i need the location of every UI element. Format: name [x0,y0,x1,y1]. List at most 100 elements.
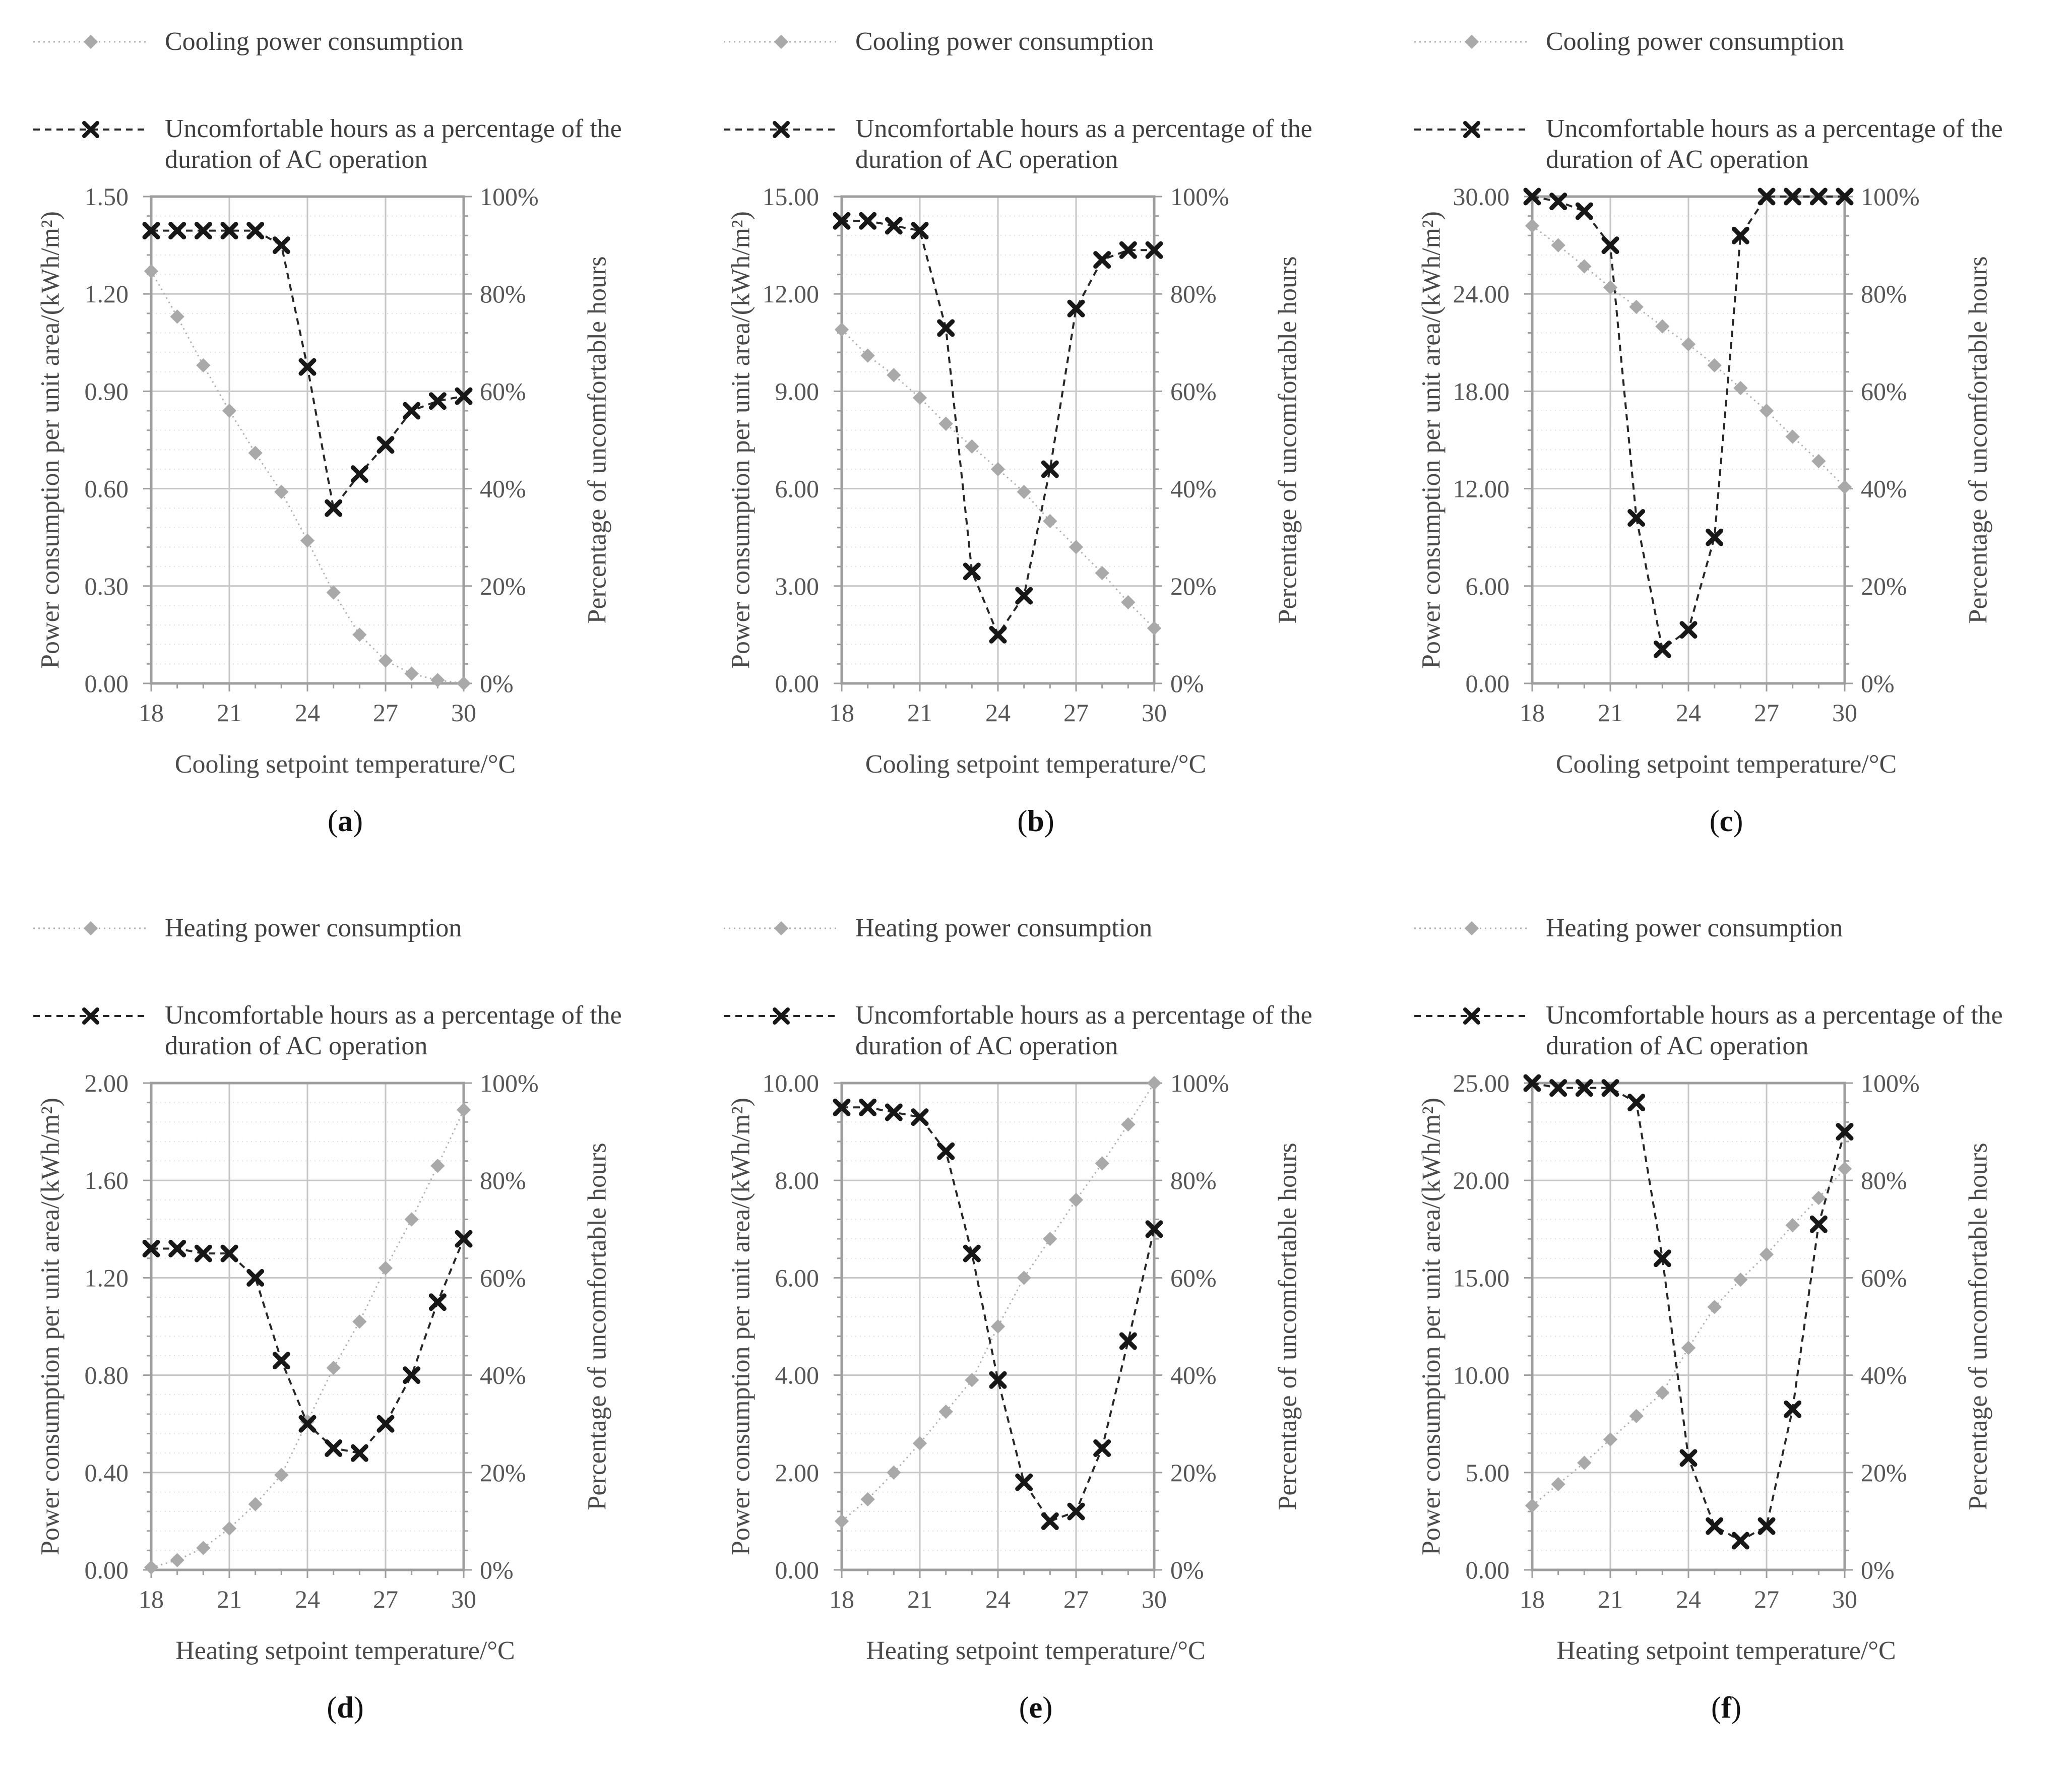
svg-text:2.00: 2.00 [775,1459,820,1487]
svg-text:0.00: 0.00 [85,669,129,698]
svg-text:80%: 80% [1861,1166,1907,1194]
svg-text:0.40: 0.40 [85,1459,129,1487]
left-axis-title: Power consumption per unit area/(kWh/m²) [36,1097,65,1556]
svg-text:27: 27 [1063,699,1089,727]
svg-text:60%: 60% [1861,1263,1907,1292]
svg-text:60%: 60% [480,377,526,405]
svg-text:30: 30 [451,1585,476,1613]
svg-text:100%: 100% [1170,182,1229,211]
svg-text:100%: 100% [1170,1069,1229,1097]
svg-text:100%: 100% [480,1069,539,1097]
svg-text:27: 27 [1063,1585,1089,1613]
legend-power-label: Heating power consumption [855,913,1153,942]
x-axis-title: Heating setpoint temperature/°C [1556,1636,1896,1665]
right-axis-title: Percentage of uncomfortable hours [1273,1143,1302,1510]
svg-text:60%: 60% [1170,377,1217,405]
svg-text:27: 27 [373,1585,398,1613]
diamond-series-marker-icon [1414,921,1529,936]
svg-text:0%: 0% [480,669,514,698]
legend-entry-power: Heating power consumption [1412,913,2057,944]
svg-text:0.60: 0.60 [85,475,129,503]
panel-label-c: c [1381,804,2071,839]
svg-text:2.00: 2.00 [85,1069,129,1097]
svg-text:20%: 20% [1170,572,1217,600]
plot-area-e: 0.00 0% 2.00 20% 4.00 40% 6.00 60% 8.00 80% 10.00 1… [763,1069,1229,1613]
svg-text:30.00: 30.00 [1453,182,1510,211]
svg-text:6.00: 6.00 [775,475,820,503]
svg-text:21: 21 [1598,699,1623,727]
svg-text:24: 24 [295,1585,320,1613]
legend-entry-pct: Uncomfortable hours as a percentage of t… [31,114,676,175]
svg-text:20%: 20% [1861,572,1907,600]
svg-text:0.90: 0.90 [85,377,129,405]
x-axis-title: Heating setpoint temperature/°C [175,1636,515,1665]
svg-text:8.00: 8.00 [775,1166,820,1194]
svg-text:0%: 0% [1170,1556,1204,1584]
svg-text:10.00: 10.00 [763,1069,820,1097]
x-axis-title: Cooling setpoint temperature/°C [865,750,1207,779]
svg-text:6.00: 6.00 [1466,572,1510,600]
svg-text:12.00: 12.00 [763,280,820,308]
svg-text:18: 18 [829,1585,854,1613]
panel-label-f: f [1381,1690,2071,1725]
svg-text:24: 24 [1676,699,1701,727]
plot-area-b: 0.00 0% 3.00 20% 6.00 40% 9.00 60% 12.00 80% 15.00… [763,182,1229,727]
x-series-marker-icon [1414,121,1529,138]
svg-text:0%: 0% [1170,669,1204,698]
legend-entry-power: Cooling power consumption [1412,26,2057,57]
panel-label-b: b [690,804,1381,839]
svg-text:24.00: 24.00 [1453,280,1510,308]
svg-text:5.00: 5.00 [1466,1459,1510,1487]
panel-label-d: d [0,1690,690,1725]
svg-text:18: 18 [139,1585,164,1613]
panel-label-e: e [690,1690,1381,1725]
svg-text:6.00: 6.00 [775,1263,820,1292]
left-axis-title: Power consumption per unit area/(kWh/m²) [1417,1097,1446,1556]
chart-panel-c: Cooling power consumption Uncomfortable … [1381,0,2071,886]
legend-entry-pct: Uncomfortable hours as a percentage of t… [722,114,1367,175]
legend-power-label: Heating power consumption [165,913,462,942]
svg-text:18: 18 [829,699,854,727]
plot-area-d: 0.00 0% 0.40 20% 0.80 40% 1.20 60% 1.60 80% 2.00 10… [85,1069,539,1613]
svg-text:60%: 60% [1170,1263,1217,1292]
diamond-series-marker-icon [33,921,148,936]
svg-text:21: 21 [907,1585,932,1613]
svg-text:100%: 100% [480,182,539,211]
legend-entry-pct: Uncomfortable hours as a percentage of t… [31,1000,676,1062]
left-axis-title: Power consumption per unit area/(kWh/m²) [36,211,65,669]
legend-entry-power: Heating power consumption [31,913,676,944]
x-axis-title: Heating setpoint temperature/°C [866,1636,1206,1665]
svg-text:0%: 0% [1861,669,1895,698]
legend-pct-label: Uncomfortable hours as a percentage of t… [1546,114,2003,174]
left-axis-title: Power consumption per unit area/(kWh/m²) [726,211,756,669]
svg-text:0.80: 0.80 [85,1361,129,1389]
svg-text:27: 27 [1754,1585,1779,1613]
svg-text:0.00: 0.00 [1466,1556,1510,1584]
diamond-series-marker-icon [724,34,838,49]
svg-text:18: 18 [1520,699,1545,727]
right-axis-title: Percentage of uncomfortable hours [583,256,612,624]
svg-text:0.00: 0.00 [1466,669,1510,698]
svg-text:20.00: 20.00 [1453,1166,1510,1194]
left-axis-title: Power consumption per unit area/(kWh/m²) [1417,211,1446,669]
svg-text:24: 24 [985,1585,1011,1613]
left-axis-title: Power consumption per unit area/(kWh/m²) [726,1097,756,1556]
svg-text:1.50: 1.50 [85,182,129,211]
legend-power-label: Heating power consumption [1546,913,1843,942]
svg-text:4.00: 4.00 [775,1361,820,1389]
chart-panel-f: Heating power consumption Uncomfortable … [1381,886,2071,1773]
svg-text:1.20: 1.20 [85,280,129,308]
plot-area-c: 0.00 0% 6.00 20% 12.00 40% 18.00 60% 24.00 80% 30.… [1453,182,1920,727]
svg-text:40%: 40% [1861,475,1907,503]
legend-pct-label: Uncomfortable hours as a percentage of t… [1546,1001,2003,1060]
svg-text:40%: 40% [1861,1361,1907,1389]
chart-panel-a: Cooling power consumption Uncomfortable … [0,0,690,886]
svg-text:25.00: 25.00 [1453,1069,1510,1097]
legend-pct-label: Uncomfortable hours as a percentage of t… [855,114,1312,174]
svg-text:30: 30 [1832,699,1857,727]
svg-text:40%: 40% [1170,1361,1217,1389]
svg-text:12.00: 12.00 [1453,475,1510,503]
x-axis-title: Cooling setpoint temperature/°C [1555,750,1897,779]
svg-text:1.60: 1.60 [85,1166,129,1194]
svg-text:30: 30 [1142,1585,1167,1613]
